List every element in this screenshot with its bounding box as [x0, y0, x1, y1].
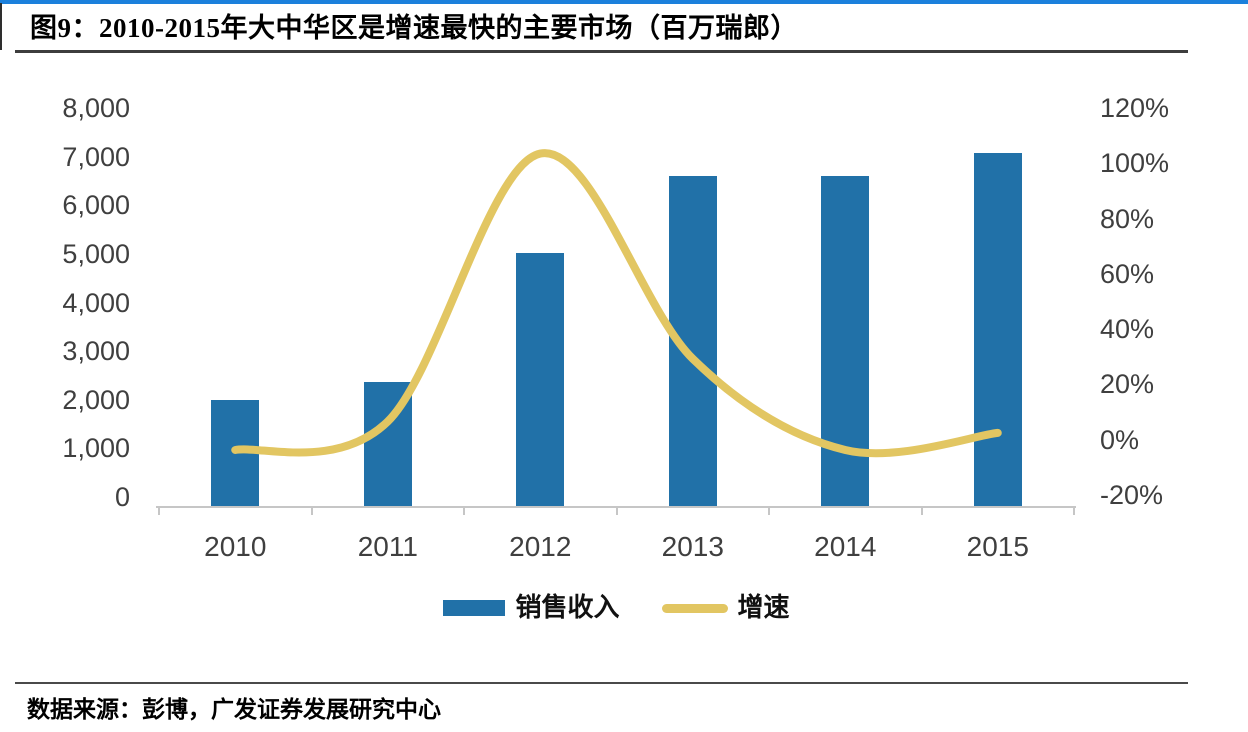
x-axis-tick-label: 2011: [357, 531, 418, 562]
y-axis-tick-label: 5,000: [62, 238, 130, 269]
figure-title: 图9：2010-2015年大中华区是增速最快的主要市场（百万瑞郎）: [30, 13, 798, 43]
y-axis-tick-label: 6,000: [62, 190, 130, 221]
top-accent-bar: [0, 0, 1248, 4]
axis-tick-mark: [1073, 506, 1075, 515]
axis-tick-mark: [310, 506, 313, 515]
y-axis-tick-label: 120%: [1100, 93, 1170, 123]
revenue-bar: [516, 252, 565, 507]
x-axis-tick-label: 2015: [966, 531, 1029, 562]
chart-area: 8,000 7,000 6,000 5,000 4,000 3,000 2,000 1,000…: [62, 93, 1170, 624]
y-axis-tick-label: 4,000: [62, 287, 130, 318]
x-axis-tick-label: 2014: [814, 531, 877, 562]
y-axis-tick-label: 2,000: [62, 384, 130, 415]
data-source-text: 数据来源：彭博，广发证券发展研究中心: [27, 697, 441, 722]
legend-line-swatch: [661, 603, 728, 613]
revenue-bar: [973, 153, 1022, 507]
x-axis-tick-label: 2012: [509, 531, 572, 562]
y-axis-tick-label: -20%: [1100, 480, 1164, 510]
axis-tick-mark: [463, 506, 465, 515]
page-edge-artifact: [0, 3, 2, 50]
y-axis-tick-label: 1,000: [62, 433, 130, 464]
y-axis-tick-label: 7,000: [62, 141, 130, 172]
title-underline: [15, 50, 1188, 53]
y-axis-tick-label: 0%: [1100, 424, 1140, 455]
revenue-bar: [363, 382, 412, 507]
x-axis-tick-label: 2013: [661, 531, 724, 562]
footer-rule: [15, 682, 1188, 684]
y-axis-tick-label: 80%: [1100, 203, 1155, 234]
growth-line-svg: [231, 149, 1002, 458]
y-axis-tick-label: 0: [114, 482, 130, 512]
y-axis-tick-label: 8,000: [62, 93, 130, 123]
y-axis-tick-label: 40%: [1100, 314, 1155, 345]
axis-tick-mark: [158, 506, 160, 515]
revenue-bar: [211, 399, 260, 507]
axis-tick-mark: [615, 506, 618, 515]
y-axis-tick-label: 20%: [1100, 369, 1155, 400]
legend-label-revenue: 销售收入: [515, 593, 620, 622]
growth-line-path: [231, 149, 1002, 458]
revenue-bar: [668, 176, 717, 507]
revenue-bar: [821, 175, 870, 507]
legend-bar-swatch: [443, 600, 506, 616]
y-axis-tick-label: 3,000: [62, 336, 130, 367]
x-axis-tick-label: 2010: [204, 531, 267, 562]
y-axis-tick-label: 100%: [1100, 148, 1170, 179]
legend-label-growth: 增速: [737, 593, 790, 622]
chart-legend: 销售收入 增速: [159, 592, 1074, 624]
axis-tick-mark: [920, 506, 923, 515]
axis-tick-mark: [768, 506, 770, 515]
y-axis-tick-label: 60%: [1100, 258, 1155, 289]
